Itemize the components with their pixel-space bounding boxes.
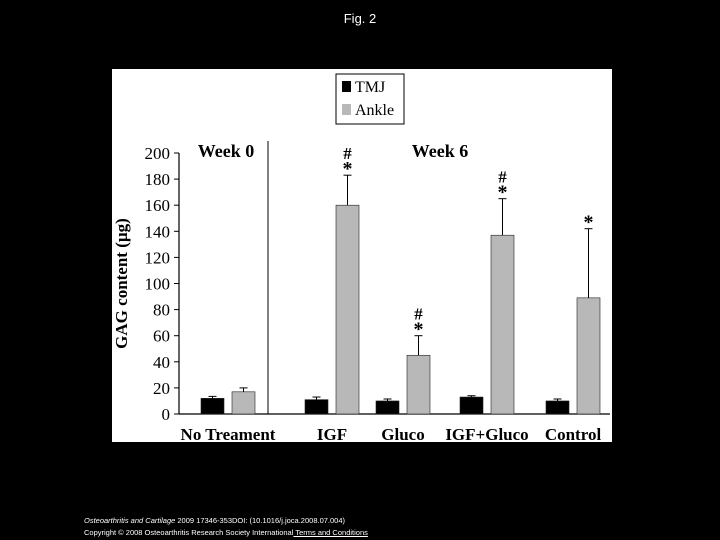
bar-tmj-3 [459, 396, 484, 415]
y-tick-label: 60 [153, 327, 170, 346]
bar-chart: TMJ Ankle 0 20 40 60 80 100 120 140 160 180 200 GAG … [112, 73, 610, 442]
y-tick-label: 0 [162, 405, 171, 424]
y-axis-title: GAG content (µg) [112, 218, 131, 349]
legend-label-tmj: TMJ [355, 79, 385, 96]
y-tick-label: 100 [145, 275, 171, 294]
y-tick-label: 120 [145, 248, 171, 267]
y-tick-label: 200 [145, 144, 171, 163]
significance-star: * [414, 319, 424, 341]
labels: Week 0 Week 6 No Treament IGF Gluco IGF+Gluco… [181, 141, 602, 442]
group-label-week-0: Week 0 [198, 141, 255, 161]
bar-ankle-2 [406, 354, 431, 415]
x-tick-label: No Treament [181, 425, 276, 442]
bar-tmj-1 [304, 399, 329, 415]
legend-label-ankle: Ankle [355, 102, 394, 119]
bar-tmj-4 [545, 400, 570, 415]
legend: TMJ Ankle [335, 73, 405, 125]
bar-tmj-2 [375, 400, 400, 415]
bar-ankle-3 [490, 234, 515, 415]
figure-title: Fig. 2 [343, 11, 377, 26]
y-tick-label: 160 [145, 196, 171, 215]
significance-star: * [343, 158, 353, 180]
x-tick-label: IGF+Gluco [445, 425, 528, 442]
legend-swatch-ankle [342, 104, 351, 115]
bar-ankle-1 [335, 204, 360, 415]
y-tick-label: 80 [153, 301, 170, 320]
significance-hash: # [414, 305, 423, 324]
y-tick-label: 180 [145, 170, 171, 189]
x-tick-label: Control [545, 425, 602, 442]
y-tick-label: 20 [153, 379, 170, 398]
legend-swatch-tmj [342, 81, 351, 92]
significance-star: * [584, 212, 594, 234]
bar-ankle-4 [576, 297, 601, 415]
citation-footer: Osteoarthritis and Cartilage 2009 17346-… [84, 515, 368, 539]
bar-ankle-0 [231, 391, 256, 415]
y-tick-label: 40 [153, 353, 170, 372]
bar-tmj-0 [200, 398, 225, 415]
significance-star: * [498, 182, 508, 204]
significance-hash: # [498, 168, 507, 187]
bars [200, 174, 601, 415]
y-tick-label: 140 [145, 222, 171, 241]
copyright-text: Copyright © 2008 Osteoarthritis Research… [84, 528, 294, 537]
axes: 0 20 40 60 80 100 120 140 160 180 200 GAG content (… [112, 141, 610, 424]
terms-link[interactable]: Terms and Conditions [293, 528, 368, 537]
group-label-week-6: Week 6 [412, 141, 469, 161]
journal-name: Osteoarthritis and Cartilage [84, 516, 176, 525]
x-tick-label: IGF [317, 425, 347, 442]
significance-hash: # [343, 144, 352, 163]
x-tick-label: Gluco [381, 425, 424, 442]
chart-panel: TMJ Ankle 0 20 40 60 80 100 120 140 160 180 200 GAG … [112, 69, 612, 442]
citation-text: 2009 17346-353DOI: (10.1016/j.joca.2008.… [175, 516, 346, 525]
